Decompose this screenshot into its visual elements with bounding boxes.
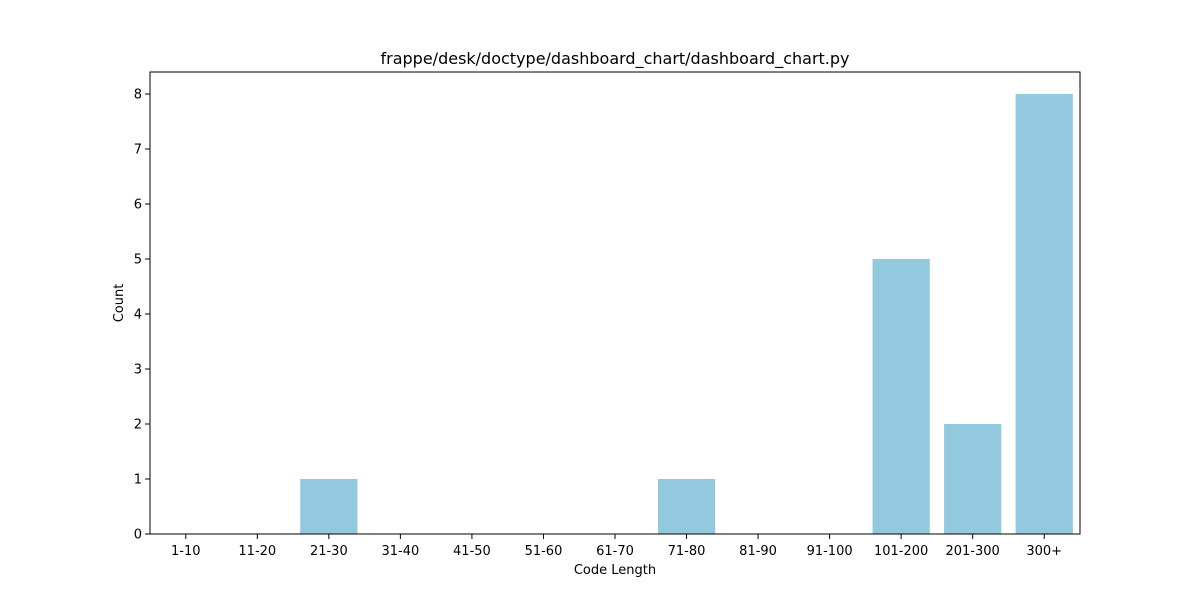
- y-tick-label: 7: [134, 143, 142, 158]
- y-tick-label: 6: [134, 198, 142, 213]
- x-axis-label: Code Length: [574, 563, 656, 578]
- y-tick-label: 8: [134, 88, 142, 103]
- x-tick-label: 71-80: [668, 544, 706, 559]
- bar-101-200: [872, 259, 930, 534]
- x-tick-label: 91-100: [807, 544, 853, 559]
- y-tick-label: 3: [134, 363, 142, 378]
- x-tick-label: 61-70: [596, 544, 634, 559]
- bars-group: [300, 94, 1073, 534]
- x-tick-label: 101-200: [874, 544, 928, 559]
- y-axis-label: Count: [112, 284, 127, 323]
- y-tick-label: 1: [134, 473, 142, 488]
- bar-300: [1015, 94, 1073, 534]
- x-tick-label: 11-20: [238, 544, 276, 559]
- x-tick-label: 201-300: [946, 544, 1000, 559]
- bar-201-300: [944, 424, 1002, 534]
- x-tick-label: 51-60: [525, 544, 563, 559]
- x-tick-label: 31-40: [381, 544, 419, 559]
- bar-21-30: [300, 479, 358, 534]
- x-tick-label: 81-90: [739, 544, 777, 559]
- x-tick-label: 41-50: [453, 544, 491, 559]
- y-axis: 0 1 2 3 4 5 6 7 8: [134, 88, 150, 543]
- x-axis: 1-10 11-20 21-30 31-40 41-50 51-60 61-70 71-80 8…: [171, 534, 1062, 559]
- y-tick-label: 4: [134, 308, 142, 323]
- plot-frame: [149, 71, 1081, 535]
- y-tick-label: 0: [134, 528, 142, 543]
- y-tick-label: 5: [134, 253, 142, 268]
- x-tick-label: 1-10: [171, 544, 201, 559]
- x-tick-label: 21-30: [310, 544, 348, 559]
- chart-title: frappe/desk/doctype/dashboard_chart/dash…: [381, 49, 850, 69]
- bar-71-80: [657, 479, 716, 534]
- y-tick-label: 2: [134, 418, 142, 433]
- x-tick-label: 300+: [1026, 544, 1062, 559]
